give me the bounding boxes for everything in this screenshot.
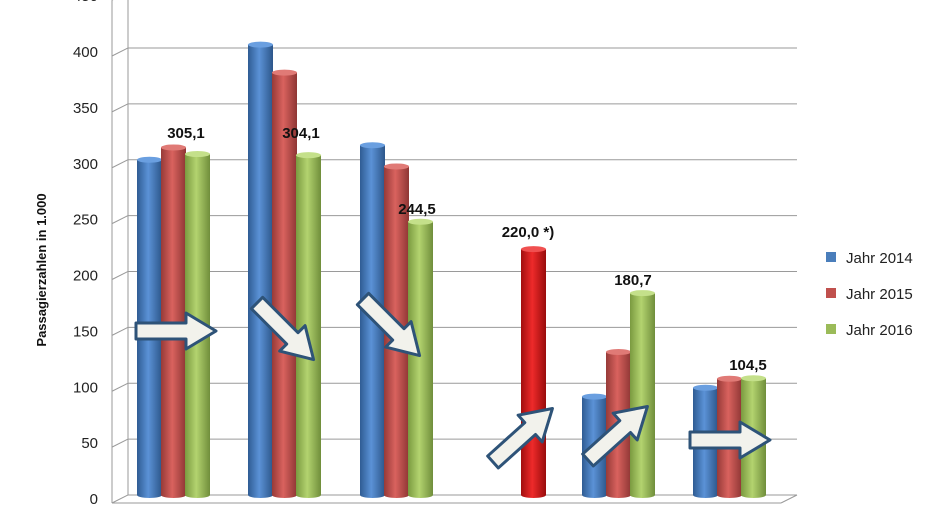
gridline-edge <box>111 326 129 336</box>
trend-arrow-down-right <box>355 291 422 358</box>
y-tick-label: 250 <box>73 212 98 229</box>
data-label: 180,7 <box>614 272 652 289</box>
y-tick-label: 200 <box>73 268 98 285</box>
data-label: 305,1 <box>167 125 205 142</box>
y-tick-label: 300 <box>73 156 98 173</box>
data-labels: 305,1 304,1 244,5 220,0 *) 180,7 104,5 <box>167 125 767 374</box>
trend-arrow-down-right <box>249 295 316 362</box>
trend-arrow-up-right <box>581 404 649 468</box>
legend-label: Jahr 2015 <box>846 286 913 303</box>
y-tick-label: 50 <box>81 435 98 452</box>
gridline-edge <box>111 494 129 504</box>
data-label: 220,0 *) <box>502 224 555 241</box>
data-label: 104,5 <box>729 357 767 374</box>
y-axis-label: Passagierzahlen in 1.000 <box>34 193 49 346</box>
data-label: 244,5 <box>398 201 436 218</box>
gridline-edge <box>111 382 129 392</box>
gridline-edge <box>111 103 129 113</box>
bar-jahr-2016 <box>630 290 655 498</box>
data-label: 304,1 <box>282 125 320 142</box>
gridline-edge <box>111 215 129 225</box>
y-tick-label: 100 <box>73 379 98 396</box>
bar-jahr-2016 <box>296 152 321 498</box>
y-tick-label: 0 <box>90 491 98 508</box>
floor-right-edge <box>780 494 798 504</box>
legend-label: Jahr 2014 <box>846 250 913 267</box>
legend-label: Jahr 2016 <box>846 322 913 339</box>
bar-special <box>521 246 546 498</box>
bar-jahr-2015 <box>161 144 186 498</box>
y-tick-label: 450 <box>73 0 98 5</box>
trend-arrow-right <box>688 420 772 460</box>
gridline-edge <box>111 438 129 448</box>
trend-arrow-up-right <box>486 406 554 470</box>
legend-swatch <box>826 252 836 262</box>
bar-jahr-2016 <box>408 218 433 498</box>
bars <box>137 41 766 498</box>
y-tick-label: 150 <box>73 323 98 340</box>
trend-arrows <box>134 291 772 470</box>
gridlines <box>111 0 798 504</box>
y-tick-label: 350 <box>73 100 98 117</box>
bar-jahr-2015 <box>272 69 297 498</box>
legend-swatch <box>826 324 836 334</box>
trend-arrow-right <box>134 311 218 351</box>
gridline-edge <box>111 47 129 57</box>
gridline-edge <box>111 159 129 169</box>
legend: Jahr 2014 Jahr 2015 Jahr 2016 <box>826 250 913 339</box>
gridline-edge <box>111 271 129 280</box>
bar-jahr-2014 <box>248 41 273 498</box>
y-tick-label: 400 <box>73 44 98 61</box>
y-axis-ticks: 0 50 100 150 200 250 300 350 400 450 <box>73 0 98 508</box>
legend-swatch <box>826 288 836 298</box>
